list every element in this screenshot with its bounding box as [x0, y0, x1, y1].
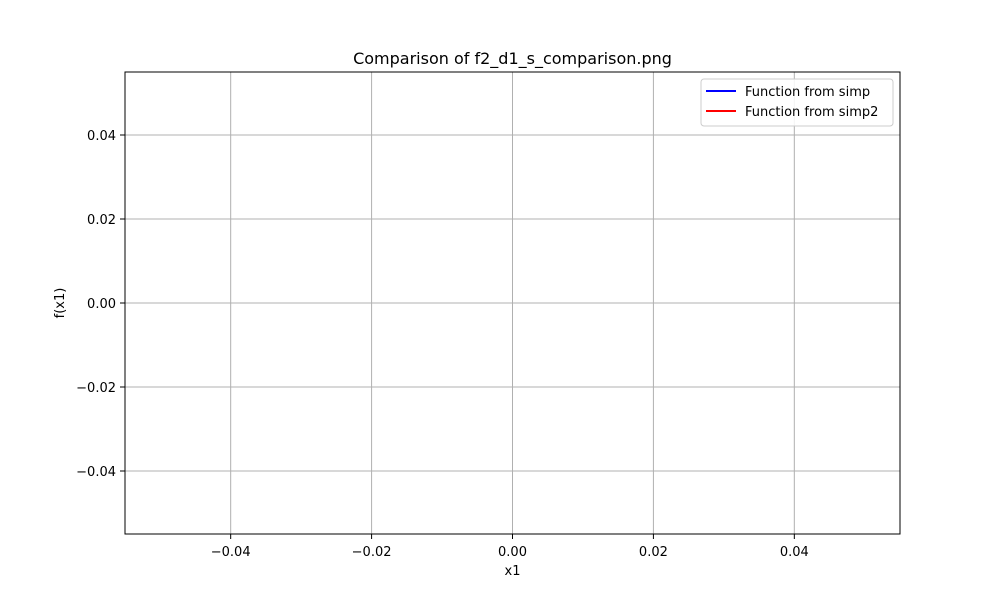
- chart-title: Comparison of f2_d1_s_comparison.png: [353, 49, 672, 69]
- legend-label-2: Function from simp2: [745, 105, 878, 120]
- chart-legend: Function from simp Function from simp2: [700, 78, 894, 127]
- x-tick-label: 0.00: [498, 545, 527, 560]
- x-tick-label: −0.04: [211, 545, 251, 560]
- y-tick-label: −0.02: [76, 381, 116, 396]
- legend-box: [700, 78, 894, 127]
- y-tick-label: 0.02: [87, 213, 116, 228]
- x-tick-label: 0.04: [780, 545, 809, 560]
- y-tick-label: 0.00: [87, 297, 116, 312]
- y-axis-ticks: −0.04 −0.02 0.00 0.02 0.04: [76, 129, 125, 480]
- legend-label-1: Function from simp: [745, 85, 870, 100]
- x-axis-ticks: −0.04 −0.02 0.00 0.02 0.04: [211, 534, 809, 560]
- x-tick-label: −0.02: [352, 545, 392, 560]
- grid-lines: [125, 72, 900, 534]
- x-axis-label: x1: [505, 564, 521, 579]
- y-axis-label: f(x1): [53, 288, 68, 319]
- x-tick-label: 0.02: [639, 545, 668, 560]
- y-tick-label: −0.04: [76, 465, 116, 480]
- y-tick-label: 0.04: [87, 129, 116, 144]
